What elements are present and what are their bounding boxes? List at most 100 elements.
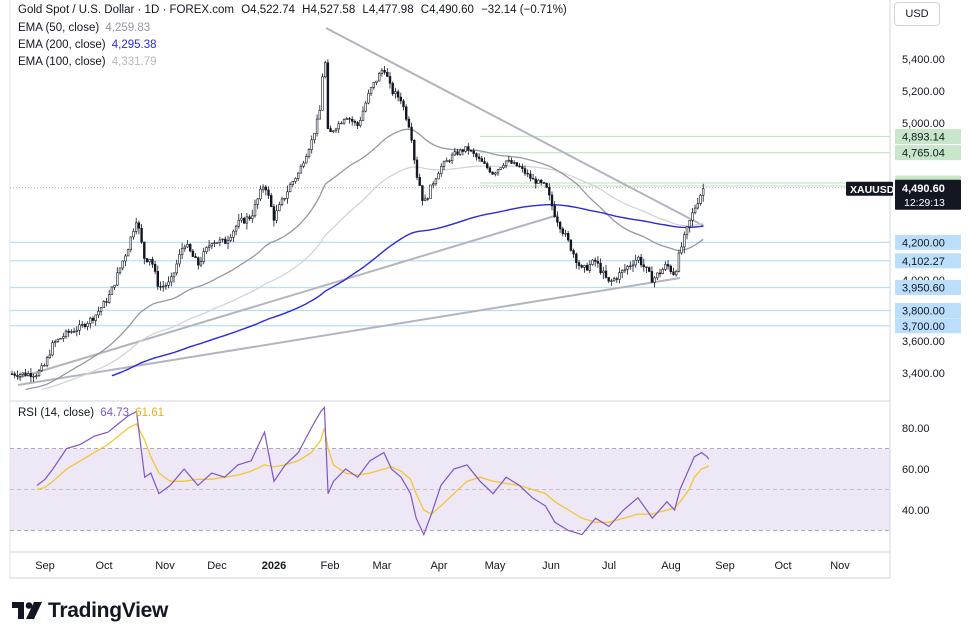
candle-up <box>56 338 60 342</box>
candle-up <box>251 215 254 219</box>
candle-up <box>32 375 35 378</box>
candle-up <box>213 242 216 244</box>
candle-up <box>162 285 165 288</box>
tradingview-logo[interactable]: TradingView <box>12 598 168 624</box>
candle-up <box>612 278 616 282</box>
candle-down <box>456 151 459 155</box>
candle-down <box>523 168 527 174</box>
candle-down <box>269 195 273 207</box>
time-axis[interactable]: Sep Oct Nov Dec 2026 Feb Mar Apr May Jun Jul Aug Sep… <box>35 560 850 572</box>
rsi-tick-label: 40.00 <box>902 505 930 517</box>
time-tick-label: Sep <box>715 560 735 572</box>
rsi-axis[interactable]: 80.00 60.00 40.00 <box>902 423 930 517</box>
price-level-badge-label: 4,893.14 <box>902 131 945 143</box>
candle-down <box>29 373 33 377</box>
price-tick-label: 5,000.00 <box>902 118 945 130</box>
currency-button[interactable]: USD <box>894 2 940 26</box>
time-tick-label: Oct <box>774 560 791 572</box>
candle-up <box>394 91 397 95</box>
candle-up <box>62 336 65 339</box>
candle-up <box>626 266 629 270</box>
candle-up <box>245 216 249 224</box>
candle-up <box>172 272 176 278</box>
rsi-legend[interactable]: RSI (14, close) 64.73 61.61 <box>18 407 164 419</box>
candle-down <box>658 272 662 275</box>
candle-up <box>375 80 378 83</box>
candle-up <box>683 234 686 248</box>
candle-up <box>537 179 540 184</box>
candle-up <box>345 118 348 120</box>
candle-down <box>467 146 470 151</box>
time-tick-label: Aug <box>661 560 681 572</box>
candle-down <box>348 118 351 120</box>
price-tick-label: 5,200.00 <box>902 86 945 98</box>
candle-up <box>305 156 308 164</box>
price-level-badge-label: 3,700.00 <box>902 321 945 333</box>
price-level-badge-label: 4,200.00 <box>902 237 945 249</box>
symbol-header[interactable]: Gold Spot / U.S. Dollar · 1D · FOREX.com… <box>18 4 567 16</box>
logo-text: TradingView <box>48 599 169 622</box>
candle-up <box>507 160 510 162</box>
change-value: −32.14 (−0.71%) <box>481 4 567 16</box>
candle-down <box>399 96 402 102</box>
candle-down <box>448 160 451 162</box>
candle-up <box>81 324 84 326</box>
candle-down <box>243 217 246 224</box>
ema100-name: EMA (100, close) <box>18 56 106 68</box>
time-tick-label: Jun <box>542 560 560 572</box>
descending-trendline <box>325 27 705 227</box>
candle-down <box>488 167 492 173</box>
candle-up <box>240 217 243 221</box>
low-value: 4,477.98 <box>368 4 414 16</box>
candle-down <box>639 256 643 266</box>
candle-up <box>310 139 313 150</box>
candle-up <box>302 162 305 167</box>
price-level-badge-label: 4,765.04 <box>902 148 945 160</box>
candle-up <box>313 132 316 141</box>
candle-down <box>145 258 149 263</box>
price-pane[interactable] <box>10 0 890 400</box>
candle-up <box>261 186 265 190</box>
countdown-label: 12:29:13 <box>904 197 945 209</box>
candle-down <box>410 126 413 141</box>
candle-down <box>593 259 597 262</box>
candle-up <box>434 178 438 185</box>
candle-up <box>89 317 92 324</box>
ema50-legend[interactable]: EMA (50, close) 4,259.83 <box>18 22 150 34</box>
candle-up <box>135 222 138 232</box>
candle-up <box>237 219 240 227</box>
candle-up <box>369 87 373 94</box>
time-tick-label: Feb <box>321 560 340 572</box>
candle-up <box>361 110 365 121</box>
candle-up <box>170 276 173 283</box>
candle-down <box>461 149 465 152</box>
ema100-line <box>41 165 704 390</box>
candle-up <box>94 314 97 321</box>
candle-up <box>86 323 89 327</box>
trendlines <box>17 27 705 386</box>
candle-down <box>402 100 405 108</box>
symbol-title: Gold Spot / U.S. Dollar · 1D · FOREX.com <box>18 4 235 16</box>
candle-up <box>504 160 508 166</box>
price-tick-label: 5,400.00 <box>902 54 945 66</box>
price-level-badge-label: 4,102.27 <box>902 256 945 268</box>
candle-up <box>372 82 375 88</box>
candle-up <box>656 272 659 279</box>
symbol-tag <box>846 181 893 196</box>
candle-down <box>83 324 87 327</box>
candle-up <box>275 210 278 221</box>
ema200-name: EMA (200, close) <box>18 39 106 51</box>
candle-up <box>334 128 338 132</box>
candle-up <box>116 272 119 286</box>
candle-down <box>669 265 673 273</box>
ema100-legend[interactable]: EMA (100, close) 4,331.79 <box>18 56 157 68</box>
candle-down <box>156 271 159 287</box>
ema200-legend[interactable]: EMA (200, close) 4,295.38 <box>18 39 157 51</box>
candle-down <box>569 239 573 251</box>
candle-up <box>53 341 57 344</box>
candle-up <box>583 265 586 268</box>
candle-up <box>216 242 219 244</box>
candle-up <box>164 285 168 287</box>
candle-up <box>367 93 370 104</box>
